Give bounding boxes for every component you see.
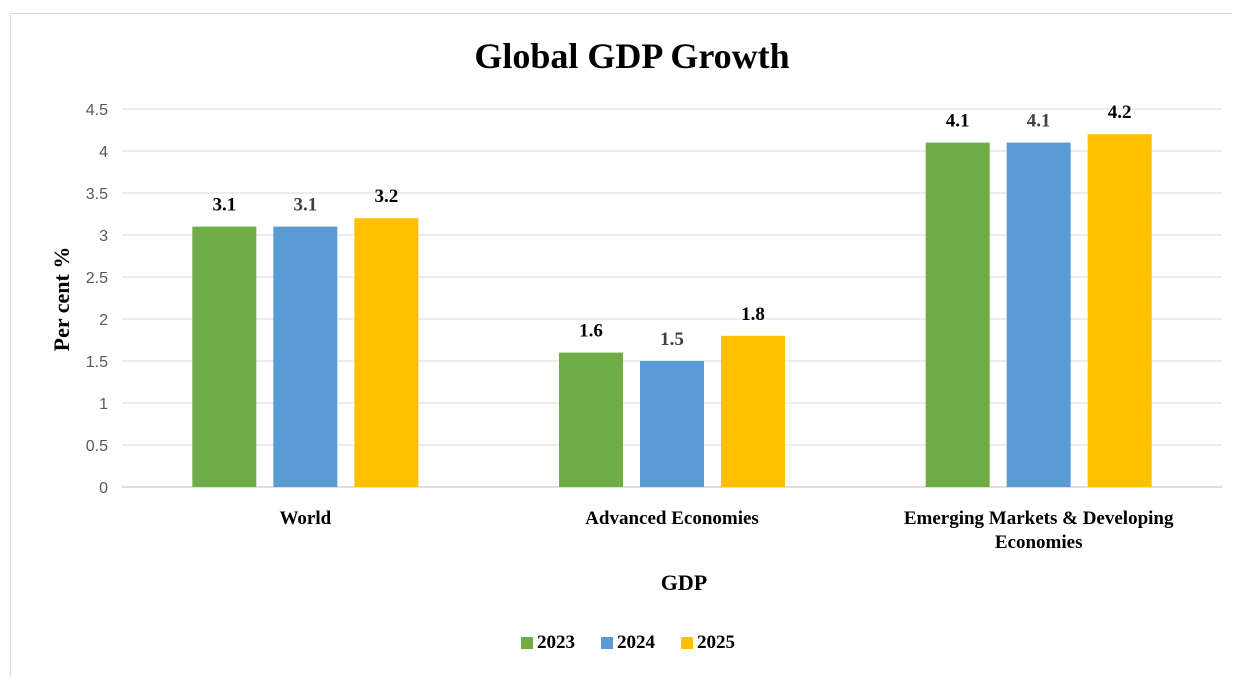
chart-title: Global GDP Growth — [474, 36, 789, 76]
y-tick-label: 3 — [99, 228, 108, 245]
data-label: 1.8 — [741, 304, 765, 325]
data-label: 3.1 — [212, 195, 236, 216]
bar-2023 — [559, 352, 623, 487]
x-category-label: Advanced Economies — [585, 508, 759, 529]
y-axis-title: Per cent % — [49, 247, 74, 352]
legend-label: 2024 — [617, 632, 656, 653]
x-category-label: World — [279, 508, 331, 529]
chart-frame — [10, 13, 1232, 677]
legend: 2023 2024 2025 — [521, 632, 735, 653]
bars — [192, 134, 1152, 487]
bar-2024 — [1006, 142, 1071, 487]
y-tick-label: 4 — [99, 144, 108, 161]
legend-swatch — [521, 637, 533, 649]
y-tick-label: 0.5 — [86, 438, 108, 455]
y-tick-label: 3.5 — [86, 186, 108, 203]
y-tick-label: 1 — [99, 396, 108, 413]
y-tick-label: 4.5 — [86, 102, 108, 119]
data-label: 4.2 — [1108, 102, 1132, 123]
legend-swatch — [681, 637, 693, 649]
bar-2023 — [925, 142, 990, 487]
bar-2024 — [640, 361, 704, 487]
x-axis-title: GDP — [661, 570, 707, 595]
y-tick-label: 1.5 — [86, 354, 108, 371]
data-label: 4.1 — [946, 111, 970, 132]
y-tick-label: 2.5 — [86, 270, 108, 287]
bar-2023 — [192, 226, 257, 487]
y-tick-label: 0 — [99, 480, 108, 497]
data-label: 3.2 — [374, 186, 398, 207]
legend-label: 2025 — [697, 632, 735, 653]
y-tick-label: 2 — [99, 312, 108, 329]
data-label: 1.5 — [660, 329, 684, 350]
bar-2025 — [354, 218, 419, 487]
bar-2025 — [1087, 134, 1152, 487]
y-axis-ticks: 0 0.5 1 1.5 2 2.5 3 3.5 4 4.5 — [86, 102, 108, 497]
legend-label: 2023 — [537, 632, 575, 653]
data-labels: 3.1 3.1 3.2 1.6 1.5 1.8 4.1 4.1 4.2 — [212, 102, 1131, 350]
bar-2024 — [273, 226, 338, 487]
data-label: 3.1 — [293, 195, 317, 216]
x-axis-categories: World Advanced Economies Emerging Markets … — [279, 508, 1174, 553]
legend-swatch — [601, 637, 613, 649]
data-label: 4.1 — [1027, 111, 1051, 132]
x-category-label: Emerging Markets & Developing Economies — [904, 508, 1174, 553]
bar-2025 — [721, 335, 785, 487]
data-label: 1.6 — [579, 321, 603, 342]
